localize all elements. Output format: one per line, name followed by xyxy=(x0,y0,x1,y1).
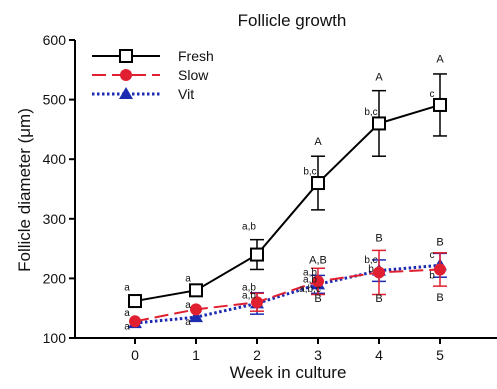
y-tick-label: 600 xyxy=(43,32,67,48)
marker-open-square xyxy=(119,49,133,63)
series-layer xyxy=(128,73,447,329)
marker-filled-circle xyxy=(251,296,263,309)
annotation-label: B xyxy=(375,232,382,244)
x-tick-label: 0 xyxy=(131,347,139,363)
annotation-label: a xyxy=(185,273,191,284)
annotation-label: a,b xyxy=(242,282,256,293)
annotation-label: a xyxy=(124,282,130,293)
annotation-label: a xyxy=(124,322,130,333)
annotation-label: B xyxy=(375,293,382,305)
annotation-label: b,c xyxy=(364,255,377,266)
x-tick-label: 1 xyxy=(192,347,200,363)
y-axis-label: Follicle diameter (μm) xyxy=(15,108,34,272)
marker-filled-circle xyxy=(434,263,446,276)
legend-label: Fresh xyxy=(178,48,214,64)
annotation-label: B xyxy=(436,237,443,249)
marker-filled-circle xyxy=(373,266,385,279)
annotation-label: b xyxy=(429,270,435,281)
annotation-label: A,B xyxy=(309,255,327,267)
marker-filled-triangle xyxy=(189,310,203,323)
y-tick-label: 400 xyxy=(43,151,67,167)
marker-open-square xyxy=(433,97,447,112)
annotation-label: A xyxy=(314,136,322,148)
annotation-label: A xyxy=(436,54,444,66)
marker-open-square xyxy=(250,247,264,262)
annotation-label: a,b xyxy=(242,291,256,302)
series-fresh xyxy=(128,73,447,309)
series-line xyxy=(134,268,441,323)
marker-open-square xyxy=(311,176,325,191)
marker-filled-circle xyxy=(190,303,202,316)
annotation-label: c xyxy=(430,89,435,100)
y-tick-label: 100 xyxy=(43,330,67,346)
annotation-label: A xyxy=(375,72,383,84)
marker-filled-circle xyxy=(312,275,324,288)
marker-filled-circle xyxy=(120,69,132,81)
marker-filled-triangle xyxy=(119,87,133,99)
axes: 100 200 300 400 500 600 0 1 2 3 4 5 xyxy=(43,32,497,363)
annotation-label: b xyxy=(368,264,374,275)
annotation-label: a,b xyxy=(242,222,256,233)
legend-label: Slow xyxy=(178,67,209,83)
annotation-label: c xyxy=(430,250,435,261)
series-line xyxy=(134,104,441,303)
y-tick-label: 500 xyxy=(43,92,67,108)
annotation-label: a xyxy=(124,308,130,319)
y-tick-label: 200 xyxy=(43,270,67,286)
annotation-label: a xyxy=(185,317,191,328)
annotation-label: B xyxy=(436,292,443,304)
annotation-label: B xyxy=(314,293,321,305)
series-line xyxy=(134,263,441,325)
annotation-label: a,b,c xyxy=(299,284,321,295)
legend-item-vit: Vit xyxy=(92,86,194,102)
annotation-label: a,b xyxy=(303,267,317,278)
series-slow xyxy=(129,249,447,328)
x-tick-label: 4 xyxy=(375,347,383,363)
marker-open-square xyxy=(189,283,203,298)
x-tick-label: 3 xyxy=(314,347,322,363)
legend-item-slow: Slow xyxy=(92,67,209,83)
legend: Fresh Slow Vit xyxy=(92,48,214,102)
annotation-label: b,c xyxy=(364,107,377,118)
x-axis-label: Week in culture xyxy=(230,363,347,382)
marker-filled-circle xyxy=(129,315,141,328)
chart-title: Follicle growth xyxy=(238,11,347,30)
x-tick-label: 5 xyxy=(436,347,444,363)
annotation-label: a,b xyxy=(303,275,317,286)
legend-label: Vit xyxy=(178,86,194,102)
marker-open-square xyxy=(128,294,142,309)
annotations: aaaaaaa,ba,ba,bAb,cA,Ba,ba,ba,b,cBAb,cBb… xyxy=(124,54,444,333)
series-vit xyxy=(128,252,447,329)
legend-item-fresh: Fresh xyxy=(92,48,214,64)
annotation-label: a xyxy=(185,300,191,311)
y-tick-label: 300 xyxy=(43,211,67,227)
marker-open-square xyxy=(372,116,386,131)
x-tick-label: 2 xyxy=(253,347,261,363)
annotation-label: b,c xyxy=(303,167,316,178)
